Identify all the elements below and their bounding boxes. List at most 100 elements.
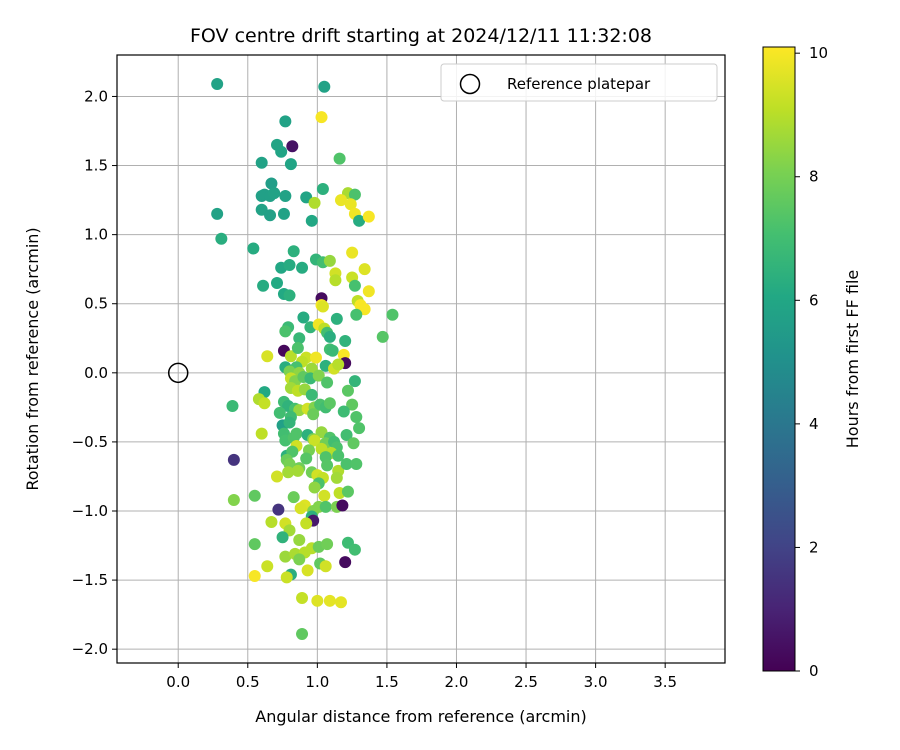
scatter-point [286, 140, 299, 153]
scatter-point [226, 399, 239, 412]
x-tick-label: 1.0 [305, 673, 329, 691]
scatter-point [344, 198, 357, 211]
scatter-point [248, 489, 261, 502]
colorbar-tick-label: 0 [809, 662, 819, 680]
plot-frame [116, 54, 726, 664]
scatter-point [275, 145, 288, 158]
scatter-point [330, 312, 343, 325]
plot-area [117, 55, 725, 663]
scatter-point [255, 427, 268, 440]
scatter-point [287, 491, 300, 504]
colorbar-tick-label: 10 [809, 44, 828, 62]
scatter-point [323, 397, 336, 410]
scatter-point [339, 556, 352, 569]
scatter-point [297, 311, 310, 324]
y-axis-ticks: −2.0 −1.5 −1.0 −0.5 0.0 0.5 1.0 1.5 2.0 [72, 87, 117, 658]
scatter-point [287, 245, 300, 258]
scatter-point [341, 485, 354, 498]
scatter-point [247, 242, 260, 255]
x-axis-ticks: 0.0 0.5 1.0 1.5 2.0 2.5 3.0 3.5 [166, 663, 677, 691]
scatter-point [294, 502, 307, 515]
scatter-point [326, 344, 339, 357]
scatter-point [293, 534, 306, 547]
x-tick-label: 2.5 [514, 673, 538, 691]
scatter-point [265, 516, 278, 529]
scatter-point [346, 398, 359, 411]
scatter-point [291, 341, 304, 354]
scatter-point [308, 196, 321, 209]
scatter-point [323, 330, 336, 343]
scatter-point [318, 80, 331, 93]
scatter-point [362, 285, 375, 298]
scatter-point [272, 503, 285, 516]
scatter-point [261, 560, 274, 573]
legend-box [440, 63, 718, 102]
scatter-point [248, 538, 261, 551]
x-tick-label: 1.5 [375, 673, 399, 691]
colorbar-ticks: 0 2 4 6 8 10 [795, 44, 828, 680]
scatter-point [319, 500, 332, 513]
scatter-point [279, 115, 292, 128]
scatter-point [227, 453, 240, 466]
y-tick-label: −2.0 [72, 640, 108, 658]
scatter-point [255, 156, 268, 169]
scatter-point [279, 325, 292, 338]
x-tick-label: 3.0 [584, 673, 608, 691]
scatter-point [348, 543, 361, 556]
scatter-point [362, 210, 375, 223]
scatter-point [279, 550, 292, 563]
scatter-point [276, 531, 289, 544]
scatter-point [340, 429, 353, 441]
scatter-point [258, 397, 271, 410]
scatter-point [358, 263, 371, 276]
scatter-point [227, 493, 240, 506]
y-tick-label: 0.0 [84, 364, 108, 382]
scatter-point [321, 376, 334, 389]
scatter-point [264, 209, 277, 222]
scatter-point [300, 517, 313, 530]
x-tick-label: 2.0 [445, 673, 469, 691]
scatter-point [333, 152, 346, 165]
scatter-point [323, 594, 336, 607]
scatter-point [296, 592, 309, 605]
legend: Reference platepar [440, 63, 718, 102]
scatter-point [335, 596, 347, 609]
scatter-point [211, 78, 224, 91]
scatter-point [315, 111, 328, 124]
scatter-point [332, 449, 345, 462]
scatter-point [348, 188, 361, 201]
y-tick-label: 0.5 [84, 295, 108, 313]
scatter-point [296, 261, 309, 274]
y-tick-label: −0.5 [72, 433, 108, 451]
scatter-point [291, 464, 304, 477]
scatter-point [316, 183, 329, 196]
scatter-point [353, 422, 366, 435]
y-tick-label: 1.0 [84, 226, 108, 244]
scatter-point [330, 471, 343, 484]
scatter-point [323, 254, 336, 267]
scatter-point [316, 300, 329, 313]
x-tick-label: 0.0 [166, 673, 190, 691]
y-tick-label: −1.0 [72, 502, 108, 520]
scatter-point [350, 308, 363, 321]
scatter-point [321, 459, 334, 472]
scatter-point [300, 452, 313, 465]
y-tick-label: 2.0 [84, 87, 108, 105]
scatter-point [279, 189, 292, 202]
scatter-point [284, 350, 297, 363]
scatter-point [280, 571, 293, 584]
scatter-point [350, 458, 363, 471]
scatter-point [335, 194, 347, 207]
scatter-point [346, 246, 359, 259]
y-axis-label: Rotation from reference (arcmin) [23, 227, 42, 490]
scatter-point [305, 214, 318, 227]
scatter-point [283, 289, 296, 302]
colorbar-tick-label: 6 [809, 291, 819, 309]
scatter-point [301, 564, 314, 577]
colorbar-tick-label: 4 [809, 415, 819, 433]
scatter-point [350, 411, 363, 424]
x-axis-label: Angular distance from reference (arcmin) [255, 707, 586, 726]
scatter-point [283, 416, 296, 429]
scatter-point [312, 369, 325, 382]
scatter-point [265, 177, 278, 190]
